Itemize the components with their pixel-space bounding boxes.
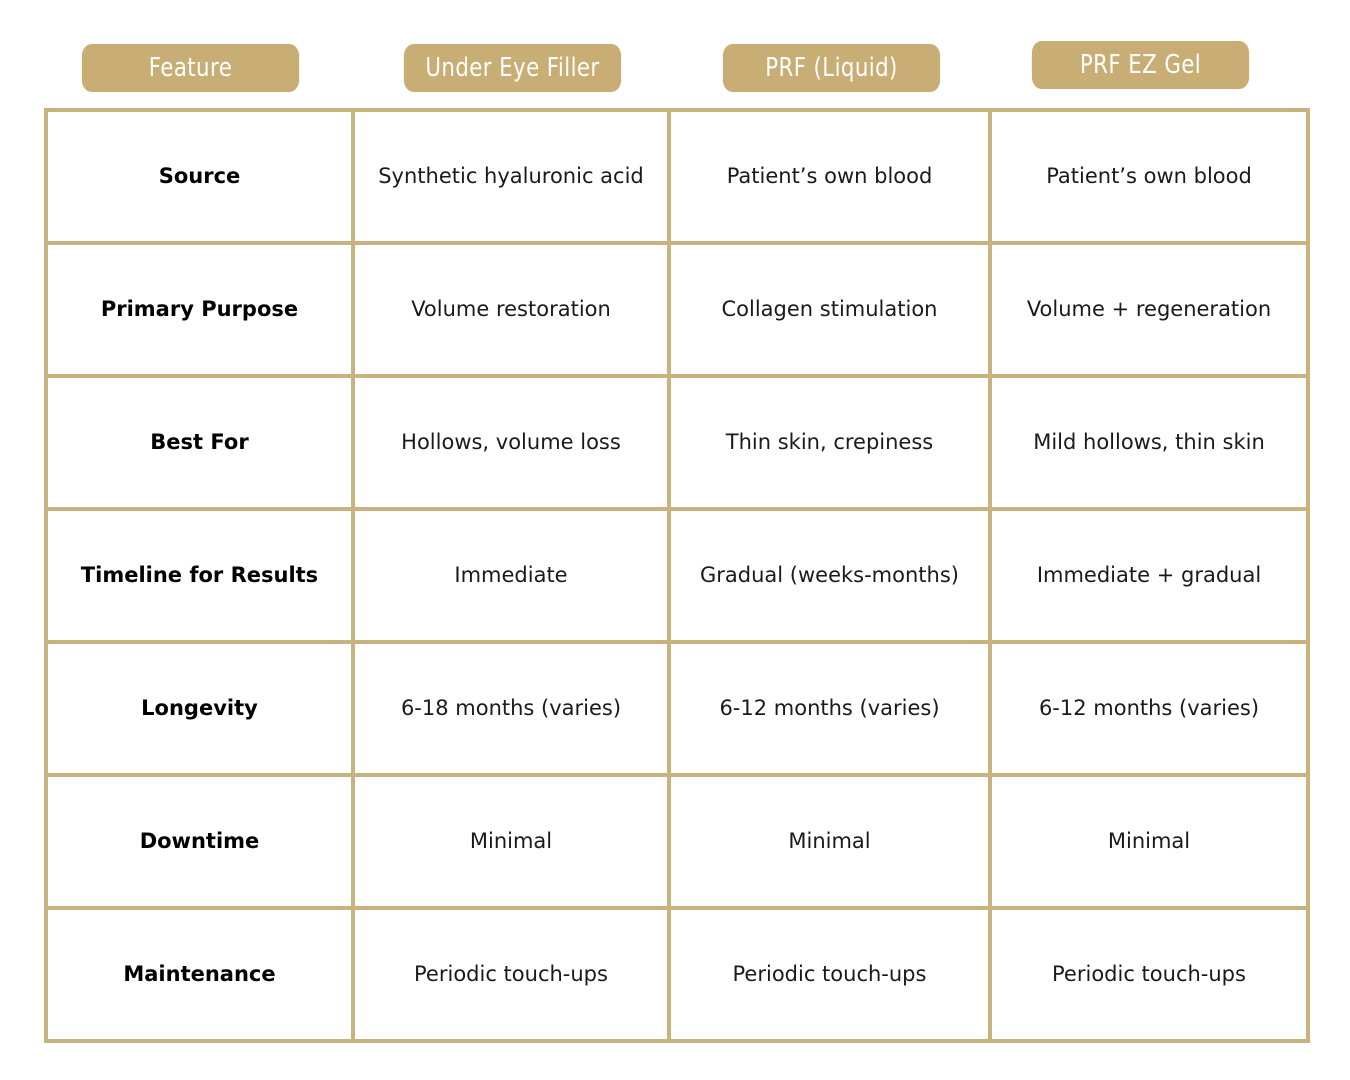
cell-prf-liquid-downtime: Minimal (667, 773, 992, 910)
column-header-label: Feature (148, 53, 233, 83)
column-header-under-eye-filler: Under Eye Filler (403, 44, 622, 92)
table-row-source: Source Synthetic hyaluronic acid Patient… (44, 108, 1310, 245)
table-row-longevity: Longevity 6-18 months (varies) 6-12 mont… (44, 640, 1310, 777)
cell-prf-ez-gel-timeline: Immediate + gradual (988, 507, 1310, 644)
cell-prf-liquid-best-for: Thin skin, crepiness (667, 374, 992, 511)
row-label-longevity: Longevity (44, 640, 355, 777)
cell-prf-ez-gel-best-for: Mild hollows, thin skin (988, 374, 1310, 511)
table-row-maintenance: Maintenance Periodic touch-ups Periodic … (44, 906, 1310, 1043)
table-row-primary-purpose: Primary Purpose Volume restoration Colla… (44, 241, 1310, 378)
cell-filler-primary-purpose: Volume restoration (351, 241, 671, 378)
comparison-table: Source Synthetic hyaluronic acid Patient… (44, 108, 1310, 1043)
row-label-best-for: Best For (44, 374, 355, 511)
cell-filler-timeline: Immediate (351, 507, 671, 644)
column-header-prf-ez-gel: PRF EZ Gel (1031, 41, 1250, 89)
cell-prf-liquid-maintenance: Periodic touch-ups (667, 906, 992, 1043)
cell-filler-longevity: 6-18 months (varies) (351, 640, 671, 777)
row-label-downtime: Downtime (44, 773, 355, 910)
table-row-best-for: Best For Hollows, volume loss Thin skin,… (44, 374, 1310, 511)
column-header-label: PRF EZ Gel (1079, 50, 1202, 80)
column-header-label: PRF (Liquid) (765, 53, 898, 83)
cell-prf-liquid-timeline: Gradual (weeks-months) (667, 507, 992, 644)
row-label-primary-purpose: Primary Purpose (44, 241, 355, 378)
cell-prf-ez-gel-downtime: Minimal (988, 773, 1310, 910)
cell-prf-liquid-primary-purpose: Collagen stimulation (667, 241, 992, 378)
table-row-timeline: Timeline for Results Immediate Gradual (… (44, 507, 1310, 644)
cell-filler-downtime: Minimal (351, 773, 671, 910)
column-header-feature: Feature (81, 44, 300, 92)
cell-filler-best-for: Hollows, volume loss (351, 374, 671, 511)
row-label-timeline: Timeline for Results (44, 507, 355, 644)
cell-prf-ez-gel-maintenance: Periodic touch-ups (988, 906, 1310, 1043)
column-header-label: Under Eye Filler (425, 53, 600, 83)
cell-filler-maintenance: Periodic touch-ups (351, 906, 671, 1043)
row-label-maintenance: Maintenance (44, 906, 355, 1043)
cell-prf-ez-gel-longevity: 6-12 months (varies) (988, 640, 1310, 777)
cell-prf-ez-gel-primary-purpose: Volume + regeneration (988, 241, 1310, 378)
table-row-downtime: Downtime Minimal Minimal Minimal (44, 773, 1310, 910)
cell-prf-liquid-source: Patient’s own blood (667, 108, 992, 245)
cell-prf-ez-gel-source: Patient’s own blood (988, 108, 1310, 245)
cell-filler-source: Synthetic hyaluronic acid (351, 108, 671, 245)
cell-prf-liquid-longevity: 6-12 months (varies) (667, 640, 992, 777)
column-header-prf-liquid: PRF (Liquid) (722, 44, 941, 92)
row-label-source: Source (44, 108, 355, 245)
